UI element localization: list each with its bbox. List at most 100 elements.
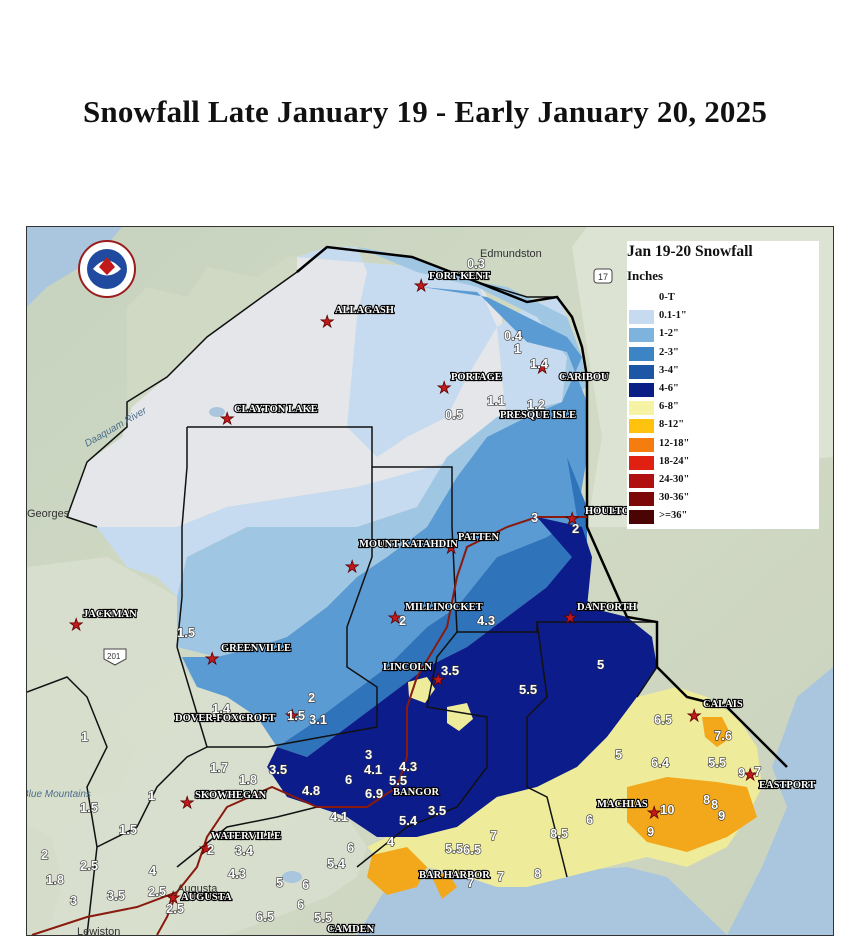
snowfall-map[interactable]: Edmundston Georges Daaquam River Blue Mo…: [26, 226, 834, 936]
town-millinocket[interactable]: ★MILLINOCKET: [388, 601, 484, 628]
snow-report: 8: [711, 797, 718, 812]
town-danforth[interactable]: ★DANFORTH: [563, 601, 638, 628]
star-icon: ★: [647, 805, 661, 822]
svg-text:PATTEN: PATTEN: [458, 532, 499, 543]
snow-report: 2: [207, 842, 214, 857]
legend-item: >=36": [629, 510, 809, 525]
svg-text:SKOWHEGAN: SKOWHEGAN: [195, 790, 267, 801]
snow-report: 6: [345, 772, 352, 787]
legend-label: 2-3": [659, 346, 679, 358]
map-title: Snowfall Late January 19 - Early January…: [82, 94, 768, 129]
town-greenville[interactable]: ★GREENVILLE: [205, 642, 293, 669]
snow-report: 1.4: [212, 701, 231, 716]
legend-item: 6-8": [629, 401, 809, 416]
clayton-lake-water: [209, 407, 225, 417]
kennebec-line: [176, 806, 318, 868]
zone-1-2-in: [177, 247, 587, 657]
legend-item: 1-2": [629, 328, 809, 343]
town-jackman[interactable]: ★JACKMAN: [69, 608, 139, 635]
snow-report: 5: [615, 747, 622, 762]
snow-report: 3: [365, 747, 372, 762]
snow-report: 2: [41, 847, 48, 862]
bay-of-fundy-water: [727, 667, 833, 935]
legend-item: 12-18": [629, 437, 809, 453]
town-lincoln[interactable]: ★LINCOLN: [382, 661, 446, 690]
svg-text:ALLAGASH: ALLAGASH: [335, 305, 394, 316]
svg-text:MILLINOCKET: MILLINOCKET: [405, 602, 483, 613]
snow-report: 5.4: [399, 813, 418, 828]
star-icon: ★: [69, 617, 83, 634]
svg-text:AUGUSTA: AUGUSTA: [181, 892, 232, 903]
legend-label: 24-30": [659, 474, 690, 485]
snow-report: 5.4: [327, 856, 346, 871]
star-icon: ★: [414, 278, 428, 295]
snow-report: 9: [718, 808, 725, 823]
label-augusta: Augusta: [177, 883, 218, 895]
legend-units: Inches: [627, 268, 664, 283]
star-icon: ★: [444, 540, 458, 557]
town-caribou[interactable]: ★ CARIBOU: [535, 360, 611, 385]
snow-report: 6: [302, 877, 309, 892]
svg-text:MOUNT KATAHDIN: MOUNT KATAHDIN: [359, 539, 458, 550]
legend-item: 8-12": [629, 419, 809, 434]
snow-report: 1.5: [177, 625, 195, 640]
town-clayton-lake[interactable]: ★CLAYTON LAKE: [220, 403, 319, 429]
town-waterville[interactable]: ★WATERVILLE: [199, 830, 283, 859]
legend-label: 18-24": [659, 455, 690, 467]
legend-item: 4-6": [629, 383, 809, 398]
town-markers: ★FORT KENT ★ALLAGASH ★PORTAGE ★CARIBOU P…: [69, 270, 817, 935]
town-portage[interactable]: ★PORTAGE: [437, 371, 503, 398]
snow-report: 4: [149, 863, 157, 878]
town-machias[interactable]: ★MACHIAS: [596, 798, 662, 823]
svg-text:GREENVILLE: GREENVILLE: [221, 643, 291, 654]
town-dover-foxcroft[interactable]: ★ DOVER-FOXCROFT: [174, 708, 300, 726]
snow-report: 7: [497, 869, 504, 884]
svg-text:HOULTON: HOULTON: [585, 506, 638, 517]
town-presque-isle[interactable]: PRESQUE ISLE: [499, 409, 577, 422]
snow-report: 3.5: [428, 803, 446, 818]
legend-swatch: [629, 492, 654, 507]
snow-report: 4.3: [399, 759, 417, 774]
town-augusta[interactable]: ★ AUGUSTA: [166, 890, 233, 908]
legend-title: Jan 19-20 Snowfall: [627, 243, 753, 260]
svg-text:PORTAGE: PORTAGE: [451, 372, 502, 383]
snow-report: 2: [308, 690, 315, 705]
town-bar-harbor[interactable]: BAR HARBOR: [418, 869, 491, 882]
piscataquis-north: [187, 426, 458, 633]
star-icon: ★: [743, 767, 757, 784]
town-houlton[interactable]: ★ HOULTON: [565, 505, 639, 529]
route-201-label: 201: [107, 652, 121, 661]
route-201-shield: 201: [103, 648, 127, 666]
snow-report: 4.3: [477, 613, 495, 628]
snow-report: 7: [490, 828, 497, 843]
legend-item: 2-3": [629, 346, 809, 362]
legend-swatch: [629, 292, 654, 306]
town-camden[interactable]: CAMDEN: [326, 923, 376, 935]
town-calais[interactable]: ★CALAIS: [687, 698, 744, 726]
snow-report: 2: [572, 521, 579, 536]
interstate-95: [31, 516, 587, 935]
town-skowhegan[interactable]: ★ SKOWHEGAN: [180, 789, 268, 813]
town-mount-katahdin[interactable]: ★MOUNT KATAHDIN: [345, 538, 460, 577]
town-eastport[interactable]: ★EASTPORT: [743, 767, 817, 793]
svg-text:CALAIS: CALAIS: [703, 699, 743, 710]
town-patten[interactable]: ★PATTEN: [444, 531, 501, 558]
snow-report: 1.2: [527, 397, 545, 412]
snow-report: 4.1: [364, 762, 382, 777]
town-bangor[interactable]: BANGOR: [392, 786, 441, 799]
zone-8-12-in-island: [432, 872, 457, 899]
town-allagash[interactable]: ★ALLAGASH: [320, 304, 395, 332]
snow-report: 6: [347, 840, 354, 855]
star-icon: ★: [166, 890, 180, 907]
legend-label: 0-T: [659, 292, 675, 303]
zone-8-12-in-calais: [702, 717, 732, 747]
snow-report: 2.5: [148, 884, 166, 899]
legend-swatch: [629, 419, 654, 434]
snow-report: 5.5: [708, 755, 726, 770]
town-fort-kent[interactable]: ★FORT KENT: [414, 270, 492, 296]
star-icon: ★: [535, 360, 549, 377]
legend-label: 6-8": [659, 401, 679, 413]
zone-6-8-in-patch: [447, 703, 473, 731]
nws-logo: [78, 240, 136, 298]
snow-report: 1.7: [210, 760, 228, 775]
